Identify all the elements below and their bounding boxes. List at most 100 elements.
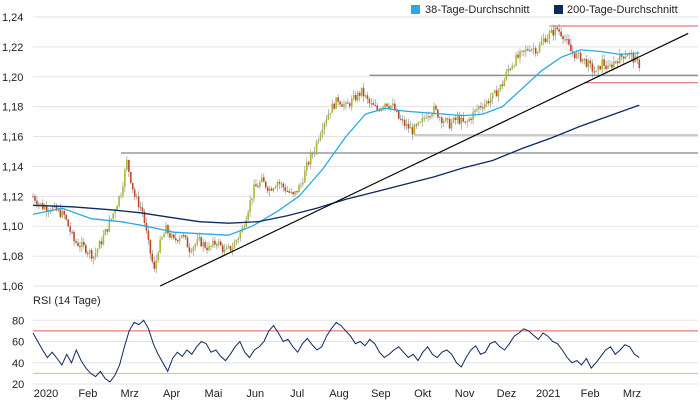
candle-body (188, 247, 191, 252)
candle-body (309, 153, 312, 165)
candle-body (253, 184, 255, 199)
candle-body (237, 238, 240, 241)
candle-body (460, 117, 463, 124)
candle-body (509, 68, 512, 70)
candle-body (159, 239, 161, 253)
candle-body (554, 27, 557, 36)
candle-body (527, 49, 529, 51)
candle-body (372, 102, 375, 105)
candle-body (435, 106, 437, 110)
candle-body (126, 160, 128, 170)
candle-body (515, 54, 517, 66)
candle-body (587, 60, 590, 67)
x-tick-13: Feb (581, 388, 600, 400)
candle-body (251, 198, 253, 201)
candle-body (360, 87, 363, 96)
x-tick-10: Nov (455, 388, 475, 400)
candle-body (57, 209, 60, 211)
candle-body (317, 140, 320, 142)
candle-body (319, 134, 322, 141)
candle-body (349, 103, 351, 107)
candle-body (335, 97, 337, 109)
candle-body (466, 121, 469, 123)
candle-body (141, 207, 144, 212)
candle-body (632, 54, 635, 63)
candle-body (433, 106, 435, 115)
candle-body (169, 233, 171, 238)
candle-body (532, 48, 535, 50)
candle-body (204, 242, 206, 248)
candle-body (474, 109, 476, 113)
candle-body (300, 184, 302, 186)
candle-body (272, 188, 275, 191)
candle-body (71, 231, 73, 233)
candle-body (268, 188, 271, 191)
candle-body (81, 241, 83, 247)
candle-body (626, 54, 629, 57)
candle-body (75, 241, 77, 243)
candle-body (249, 200, 251, 212)
candle-body (456, 116, 459, 121)
candle-body (45, 206, 48, 212)
candle-body (452, 117, 455, 123)
candle-body (65, 214, 68, 220)
candle-body (583, 58, 586, 60)
candles (32, 24, 641, 274)
candle-body (321, 129, 324, 135)
candle-body (147, 230, 150, 240)
candle-body (196, 239, 199, 245)
candle-body (276, 182, 279, 187)
candle-body (262, 177, 265, 182)
candle-body (395, 110, 398, 112)
candle-body (110, 218, 113, 221)
x-tick-0: 2020 (34, 388, 58, 400)
candle-body (304, 170, 306, 183)
candle-body (129, 171, 132, 183)
candle-body (484, 104, 486, 109)
candle-body (525, 49, 527, 52)
candle-body (491, 92, 494, 99)
rsi-panel (32, 319, 698, 383)
candle-body (462, 117, 465, 122)
candle-body (182, 235, 185, 237)
candle-body (351, 98, 353, 107)
candle-body (212, 240, 214, 247)
axis-labels: 1,24 1,22 1,20 1,18 1,16 1,14 1,12 1,10 1,08 1,06… (2, 12, 641, 400)
candle-body (104, 229, 107, 236)
candle-body (564, 39, 566, 41)
legend-label-200: 200-Tage-Durchschnitt (567, 4, 678, 16)
candle-body (313, 151, 316, 154)
candle-body (415, 124, 418, 126)
candle-body (597, 65, 600, 71)
candle-body (409, 127, 412, 129)
candle-body (200, 237, 203, 247)
x-tick-8: Sep (371, 388, 391, 400)
candle-body (192, 247, 195, 252)
candle-body (218, 241, 220, 245)
candle-body (292, 191, 294, 195)
candle-body (167, 225, 169, 234)
candle-body (517, 54, 519, 58)
candle-body (384, 103, 386, 108)
candle-body (190, 251, 193, 253)
candle-body (280, 183, 283, 185)
candle-body (429, 116, 431, 118)
candle-body (394, 103, 396, 111)
candle-body (530, 48, 533, 51)
candle-body (264, 181, 267, 188)
candle-body (88, 250, 91, 254)
candle-body (419, 121, 422, 123)
y-tick-rsi-1: 60 (12, 337, 24, 349)
candle-body (59, 209, 62, 218)
y-tick-main-0: 1,24 (2, 12, 23, 24)
candle-body (618, 53, 621, 64)
candle-body (489, 98, 492, 104)
candle-body (507, 68, 510, 72)
candle-body (585, 59, 588, 67)
candle-body (544, 38, 547, 43)
candle-body (478, 106, 480, 110)
candle-body (259, 182, 261, 187)
candle-body (288, 191, 291, 193)
